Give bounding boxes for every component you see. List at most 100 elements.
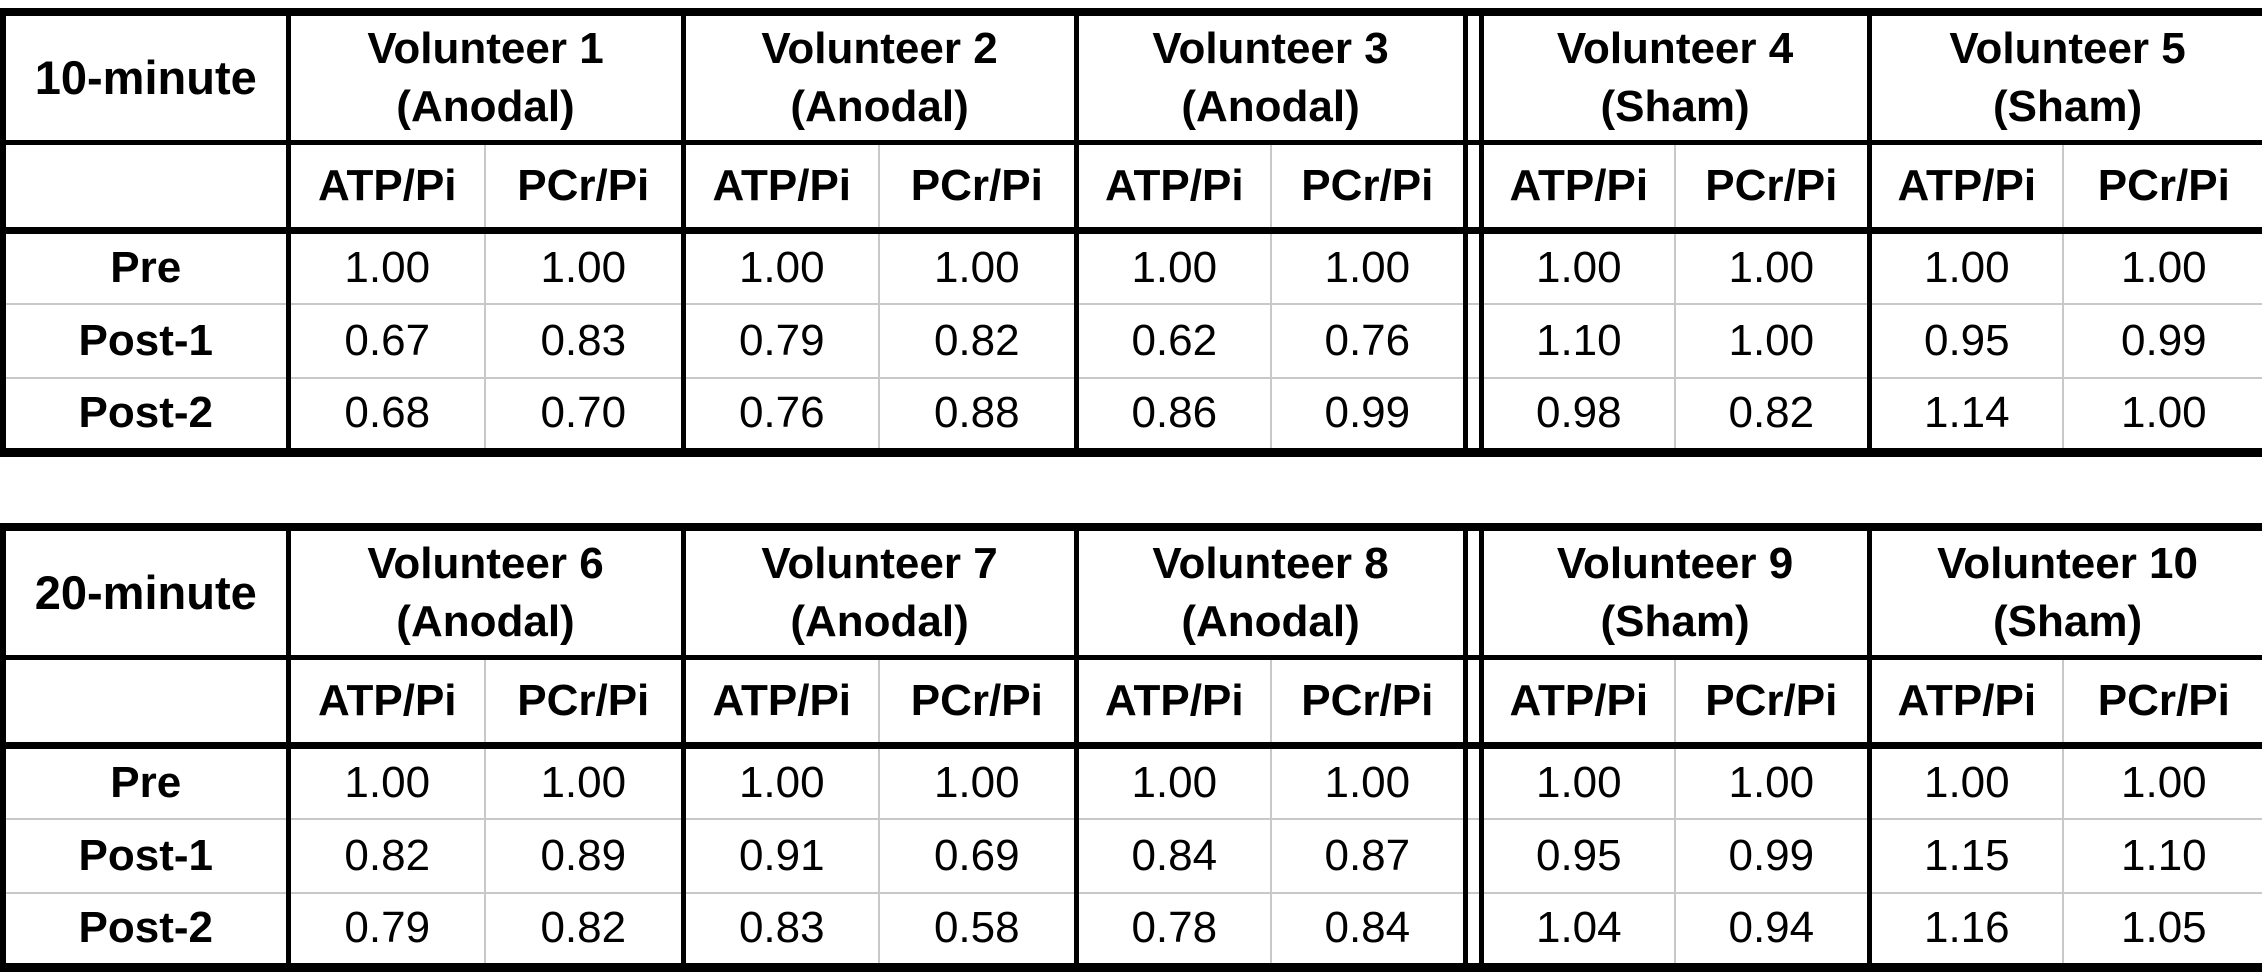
group-divider bbox=[1462, 12, 1484, 145]
data-cell: 1.00 bbox=[1869, 230, 2065, 305]
data-cell: 0.99 bbox=[1271, 378, 1466, 453]
data-cell: 0.95 bbox=[1481, 819, 1677, 894]
volunteer-condition: (Anodal) bbox=[1181, 81, 1360, 131]
metric-header-row: ATP/Pi PCr/Pi ATP/Pi PCr/Pi ATP/Pi PCr/P… bbox=[3, 657, 2262, 749]
data-cell: 1.00 bbox=[1675, 230, 1872, 305]
volunteer-header: Volunteer 7 (Anodal) bbox=[683, 527, 1079, 660]
metric-header: ATP/Pi bbox=[1481, 142, 1677, 234]
group-divider bbox=[1462, 527, 1484, 660]
row-label: Post-2 bbox=[3, 893, 291, 968]
data-cell: 0.79 bbox=[288, 893, 486, 968]
metric-header: ATP/Pi bbox=[1869, 142, 2065, 234]
data-cell: 1.00 bbox=[2063, 745, 2262, 820]
data-cell: 0.58 bbox=[879, 893, 1079, 968]
volunteer-condition: (Anodal) bbox=[396, 596, 575, 646]
volunteer-condition: (Sham) bbox=[1993, 596, 2143, 646]
group-divider bbox=[1462, 142, 1484, 234]
volunteer-header: Volunteer 5 (Sham) bbox=[1869, 12, 2262, 145]
data-cell: 0.94 bbox=[1675, 893, 1872, 968]
table-row: Pre 1.00 1.00 1.00 1.00 1.00 1.00 1.00 1… bbox=[3, 230, 2262, 305]
group-divider bbox=[1462, 378, 1484, 453]
metric-header: PCr/Pi bbox=[1675, 657, 1872, 749]
metric-header-row: ATP/Pi PCr/Pi ATP/Pi PCr/Pi ATP/Pi PCr/P… bbox=[3, 142, 2262, 234]
metric-header: PCr/Pi bbox=[879, 142, 1079, 234]
data-cell: 1.00 bbox=[485, 230, 686, 305]
volunteer-name: Volunteer 10 bbox=[1937, 538, 2198, 588]
volunteer-name: Volunteer 5 bbox=[1949, 23, 2186, 73]
group-divider bbox=[1462, 745, 1484, 820]
metric-header: PCr/Pi bbox=[1675, 142, 1872, 234]
data-cell: 0.82 bbox=[879, 304, 1079, 379]
data-cell: 0.83 bbox=[683, 893, 881, 968]
data-cell: 0.79 bbox=[683, 304, 881, 379]
data-cell: 0.86 bbox=[1076, 378, 1273, 453]
volunteer-header: Volunteer 6 (Anodal) bbox=[288, 527, 686, 660]
volunteer-name: Volunteer 2 bbox=[761, 23, 998, 73]
data-cell: 0.62 bbox=[1076, 304, 1273, 379]
data-cell: 1.00 bbox=[879, 745, 1079, 820]
metric-header: ATP/Pi bbox=[288, 142, 486, 234]
data-cell: 1.16 bbox=[1869, 893, 2065, 968]
volunteer-condition: (Sham) bbox=[1600, 596, 1750, 646]
data-cell: 1.05 bbox=[2063, 893, 2262, 968]
row-label: Pre bbox=[3, 745, 291, 820]
table-row: Post-2 0.79 0.82 0.83 0.58 0.78 0.84 1.0… bbox=[3, 893, 2262, 968]
data-cell: 1.00 bbox=[2063, 230, 2262, 305]
data-cell: 1.00 bbox=[1271, 745, 1466, 820]
volunteer-condition: (Anodal) bbox=[790, 596, 969, 646]
data-cell: 1.00 bbox=[683, 745, 881, 820]
volunteer-header-row: 10-minute Volunteer 1 (Anodal) Volunteer… bbox=[3, 12, 2262, 145]
data-cell: 0.95 bbox=[1869, 304, 2065, 379]
volunteer-name: Volunteer 8 bbox=[1152, 538, 1389, 588]
data-cell: 0.68 bbox=[288, 378, 486, 453]
metric-header: ATP/Pi bbox=[683, 657, 881, 749]
group-divider bbox=[1462, 230, 1484, 305]
metric-header: ATP/Pi bbox=[1076, 142, 1273, 234]
metric-header: ATP/Pi bbox=[1481, 657, 1677, 749]
volunteer-header: Volunteer 10 (Sham) bbox=[1869, 527, 2262, 660]
metric-header: ATP/Pi bbox=[683, 142, 881, 234]
data-cell: 1.00 bbox=[485, 745, 686, 820]
data-cell: 0.99 bbox=[2063, 304, 2262, 379]
data-cell: 0.83 bbox=[485, 304, 686, 379]
group-divider bbox=[1462, 819, 1484, 894]
data-cell: 1.00 bbox=[1675, 304, 1872, 379]
volunteer-name: Volunteer 4 bbox=[1556, 23, 1794, 73]
table-row: Post-1 0.82 0.89 0.91 0.69 0.84 0.87 0.9… bbox=[3, 819, 2262, 894]
metric-header: PCr/Pi bbox=[485, 142, 686, 234]
volunteer-header: Volunteer 2 (Anodal) bbox=[683, 12, 1079, 145]
data-cell: 0.89 bbox=[485, 819, 686, 894]
data-cell: 1.10 bbox=[2063, 819, 2262, 894]
data-cell: 0.98 bbox=[1481, 378, 1677, 453]
metric-header: PCr/Pi bbox=[2063, 142, 2262, 234]
section-label: 10-minute bbox=[3, 12, 291, 145]
volunteer-name: Volunteer 1 bbox=[367, 23, 604, 73]
data-cell: 0.99 bbox=[1675, 819, 1872, 894]
data-cell: 1.00 bbox=[1675, 745, 1872, 820]
table-20-minute: 20-minute Volunteer 6 (Anodal) Volunteer… bbox=[0, 523, 2262, 972]
volunteer-condition: (Sham) bbox=[1600, 81, 1750, 131]
data-cell: 1.00 bbox=[683, 230, 881, 305]
data-cell: 1.00 bbox=[1481, 745, 1677, 820]
volunteer-condition: (Anodal) bbox=[790, 81, 969, 131]
metric-header: PCr/Pi bbox=[2063, 657, 2262, 749]
data-cell: 0.82 bbox=[288, 819, 486, 894]
data-cell: 1.00 bbox=[1076, 230, 1273, 305]
data-cell: 0.76 bbox=[1271, 304, 1466, 379]
volunteer-condition: (Anodal) bbox=[396, 81, 575, 131]
table-10-minute: 10-minute Volunteer 1 (Anodal) Volunteer… bbox=[0, 8, 2262, 457]
volunteer-header: Volunteer 4 (Sham) bbox=[1481, 12, 1872, 145]
table-row: Post-2 0.68 0.70 0.76 0.88 0.86 0.99 0.9… bbox=[3, 378, 2262, 453]
volunteer-header: Volunteer 1 (Anodal) bbox=[288, 12, 686, 145]
data-cell: 0.82 bbox=[485, 893, 686, 968]
data-cell: 0.84 bbox=[1076, 819, 1273, 894]
empty-corner-cell bbox=[3, 657, 291, 749]
data-cell: 0.87 bbox=[1271, 819, 1466, 894]
data-cell: 1.00 bbox=[288, 745, 486, 820]
data-cell: 1.15 bbox=[1869, 819, 2065, 894]
metric-header: ATP/Pi bbox=[1076, 657, 1273, 749]
data-cell: 1.00 bbox=[288, 230, 486, 305]
metric-header: PCr/Pi bbox=[485, 657, 686, 749]
data-cell: 0.70 bbox=[485, 378, 686, 453]
metric-header: ATP/Pi bbox=[288, 657, 486, 749]
